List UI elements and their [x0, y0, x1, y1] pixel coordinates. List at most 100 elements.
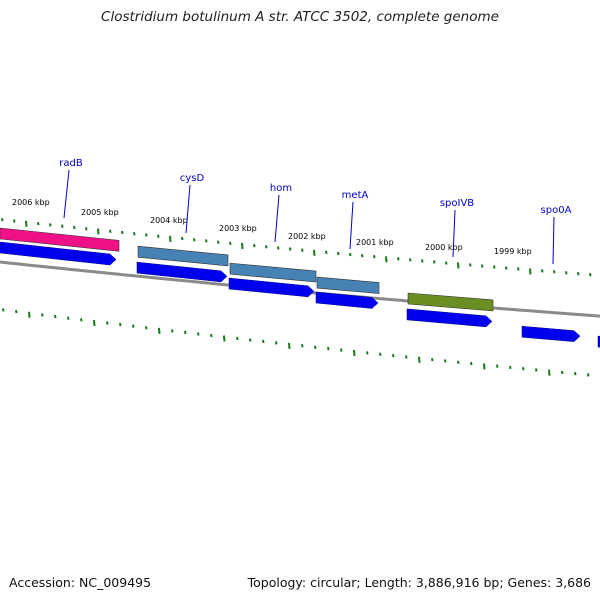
scale-tick [325, 250, 328, 255]
scale-tick [397, 257, 400, 261]
inner-tick [2, 308, 5, 312]
accession-text: Accession: NC_009495 [9, 575, 152, 590]
scale-tick [529, 268, 532, 275]
gene-leader-line [349, 201, 354, 250]
inner-tick [262, 339, 265, 344]
kbp-label: 2005 kbp [81, 208, 119, 217]
gene-leader-line [452, 209, 456, 258]
scale-tick [205, 239, 208, 243]
topology-text: Topology: circular; Length: 3,886,916 bp… [247, 575, 591, 590]
scale-tick [157, 234, 160, 238]
inner-tick [301, 344, 304, 348]
scale-tick [469, 263, 472, 267]
kbp-label: 2003 kbp [219, 224, 257, 233]
inner-tick [184, 330, 187, 335]
gene-leader-line [185, 184, 191, 234]
gene-label: radB [59, 158, 83, 169]
inner-tick [275, 341, 278, 345]
inner-tick [119, 322, 122, 327]
scale-tick [409, 258, 412, 262]
inner-tick [574, 372, 577, 376]
cds-arrow [228, 277, 315, 298]
kbp-label: 2006 kbp [12, 198, 50, 207]
scale-tick [61, 224, 64, 228]
scale-tick [133, 232, 136, 236]
kbp-label: 2000 kbp [425, 243, 463, 252]
inner-tick [132, 324, 135, 328]
scale-tick [457, 262, 460, 269]
scale-tick [13, 219, 16, 223]
inner-tick [405, 355, 408, 359]
inner-tick [522, 367, 525, 371]
scale-tick [421, 259, 424, 263]
scale-tick [517, 267, 520, 271]
gene-leader-line [274, 194, 280, 243]
cds-arrow [0, 241, 117, 266]
scale-tick [541, 269, 544, 273]
inner-tick [288, 342, 291, 349]
inner-tick [587, 373, 590, 377]
inner-tick [28, 311, 31, 318]
genome-title: Clostridium botulinum A str. ATCC 3502, … [101, 9, 499, 25]
inner-tick [470, 361, 473, 366]
scale-tick [565, 271, 568, 275]
scale-tick [277, 246, 280, 250]
inner-tick [93, 319, 96, 327]
inner-tick [223, 335, 226, 342]
inner-tick [444, 359, 447, 363]
scale-tick [241, 242, 244, 250]
gene-label: hom [270, 183, 292, 194]
inner-tick [392, 353, 395, 358]
scale-tick [445, 261, 448, 265]
scale-tick [181, 236, 184, 241]
gene-leader-line [552, 216, 555, 265]
gene-leader-line [63, 169, 70, 219]
scale-tick [97, 228, 100, 235]
inner-tick [457, 360, 460, 364]
scale-tick [493, 265, 496, 269]
scale-tick [553, 270, 556, 274]
scale-tick [361, 253, 364, 258]
scale-tick [577, 272, 580, 276]
scale-tick [433, 260, 436, 264]
inner-tick [158, 327, 161, 334]
inner-tick [210, 333, 213, 338]
scale-tick [109, 229, 112, 233]
scale-tick [301, 248, 304, 252]
scale-tick [73, 225, 76, 230]
inner-tick [509, 365, 512, 370]
scale-tick [265, 245, 268, 249]
scale-tick [505, 266, 508, 270]
inner-tick [548, 369, 551, 376]
inner-tick [54, 314, 57, 319]
inner-tick [535, 368, 538, 372]
cds-arrow [315, 291, 379, 309]
scale-tick [49, 223, 52, 227]
inner-tick [80, 318, 83, 322]
scale-tick [169, 235, 172, 242]
kbp-label: 2004 kbp [150, 216, 188, 225]
inner-tick [496, 364, 499, 368]
scale-tick [85, 227, 88, 231]
kbp-label: 1999 kbp [494, 247, 532, 256]
inner-tick [314, 345, 317, 349]
scale-tick [313, 249, 316, 256]
scale-tick [589, 272, 592, 277]
gene-label: metA [342, 190, 369, 201]
inner-tick [353, 349, 356, 357]
kbp-label: 2002 kbp [288, 232, 326, 241]
scale-tick [229, 241, 232, 245]
inner-tick [171, 329, 174, 333]
scale-tick [481, 264, 484, 268]
inner-tick [327, 347, 330, 351]
scale-tick [145, 233, 148, 237]
scale-tick [217, 240, 220, 244]
inner-tick [431, 358, 434, 362]
inner-tick [15, 309, 18, 314]
inner-tick [106, 321, 109, 325]
scale-tick [385, 256, 388, 263]
cds-arrow [521, 325, 581, 342]
inner-tick [366, 351, 369, 355]
scale-tick [193, 238, 196, 242]
